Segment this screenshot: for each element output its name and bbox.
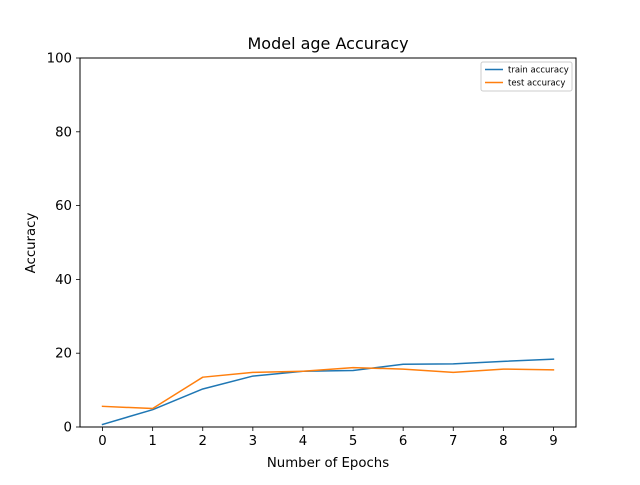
x-tick-label: 9	[549, 434, 557, 449]
chart-title: Model age Accuracy	[247, 34, 408, 53]
legend: train accuracy test accuracy	[481, 62, 572, 91]
x-tick-label: 1	[148, 434, 156, 449]
y-tick-label: 0	[64, 421, 72, 436]
x-tick-label: 3	[249, 434, 257, 449]
x-tick-label: 7	[449, 434, 457, 449]
x-tick-label: 5	[349, 434, 357, 449]
y-axis-label: Accuracy	[24, 213, 39, 274]
y-tick-label: 80	[55, 125, 72, 140]
x-tick-label: 0	[98, 434, 106, 449]
y-tick-label: 60	[55, 199, 72, 214]
y-tick-label: 100	[47, 52, 72, 67]
legend-label-test-accuracy: test accuracy	[508, 79, 565, 89]
x-tick-label: 2	[199, 434, 207, 449]
x-tick-label: 6	[399, 434, 407, 449]
y-tick-label: 20	[55, 347, 72, 362]
x-axis-label: Number of Epochs	[267, 456, 389, 471]
legend-label-train-accuracy: train accuracy	[508, 66, 569, 76]
y-tick-label: 40	[55, 273, 72, 288]
x-tick-label: 8	[499, 434, 507, 449]
x-tick-label: 4	[299, 434, 307, 449]
